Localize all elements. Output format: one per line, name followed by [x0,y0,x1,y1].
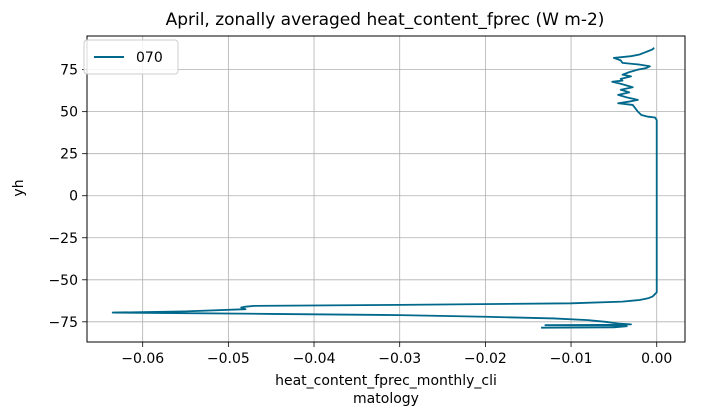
x-tick-label: −0.06 [121,351,164,367]
x-tick-label: −0.01 [550,351,593,367]
y-tick-label: 25 [60,147,78,163]
tick-layer: −0.06 −0.05 −0.04 −0.03 −0.02 −0.01 0.00 −75 −50… [48,63,672,367]
series-line-070 [111,47,658,329]
x-tick-label: −0.05 [207,351,250,367]
legend-box [83,39,179,75]
y-tick-label: 50 [60,105,78,121]
x-axis-label-line-1: heat_content_fprec_monthly_cli [275,373,497,389]
grid-layer [87,36,685,342]
chart-title: April, zonally averaged heat_content_fpr… [166,10,605,30]
series-layer [111,47,658,329]
x-tick-label: 0.00 [641,351,672,367]
legend: 070 [83,39,179,75]
y-tick-label: −50 [48,273,78,289]
plot-frame [86,35,686,343]
x-tick-label: −0.02 [464,351,507,367]
x-axis-label-line-2: matology [353,391,419,407]
x-tick-label: −0.04 [293,351,336,367]
y-tick-label: −75 [48,315,78,331]
y-tick-label: 0 [69,189,78,205]
y-tick-label: 75 [60,63,78,79]
y-axis-label: yh [11,179,27,196]
y-tick-label: −25 [48,231,78,247]
legend-label-070: 070 [136,50,163,66]
x-tick-label: −0.03 [378,351,421,367]
